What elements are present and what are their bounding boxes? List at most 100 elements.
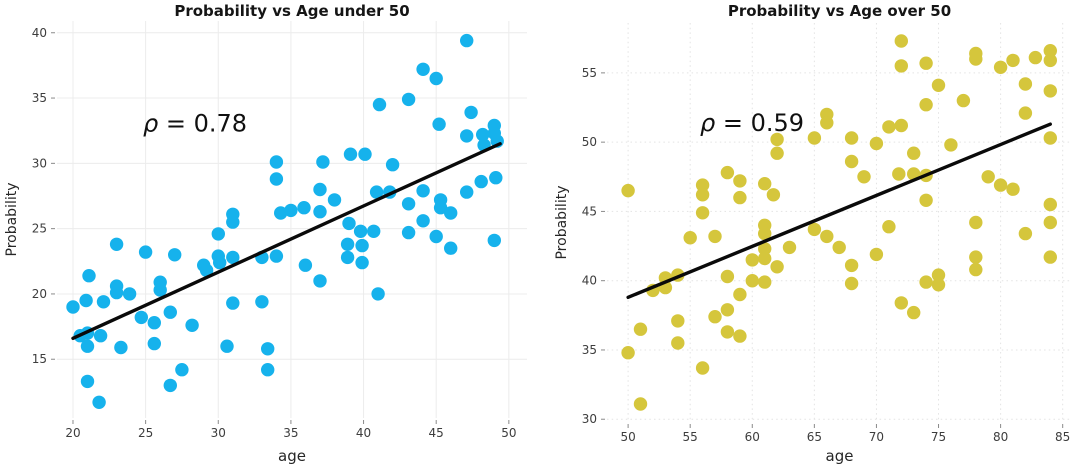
scatter-point xyxy=(807,222,822,237)
axis-ticks: 50 55 60 65 70 75 80 85 30 35 40 45 50 55 xyxy=(582,66,1071,444)
scatter-points xyxy=(66,33,504,409)
scatter-point xyxy=(844,258,859,273)
scatter-point xyxy=(261,363,275,377)
scatter-point xyxy=(1028,50,1043,65)
scatter-point xyxy=(770,132,784,147)
scatter-point xyxy=(327,193,342,207)
scatter-point xyxy=(621,346,635,360)
scatter-point xyxy=(82,269,96,283)
scatter-point xyxy=(894,296,908,310)
scatter-point xyxy=(401,197,416,211)
scatter-point xyxy=(444,206,458,220)
scatter-point xyxy=(372,97,387,112)
rho-value: = 0.59 xyxy=(715,109,804,137)
scatter-point xyxy=(1018,77,1033,91)
rho-symbol: ρ xyxy=(143,109,158,137)
scatter-point xyxy=(298,258,313,272)
scatter-point xyxy=(894,34,908,48)
scatter-point xyxy=(919,98,933,112)
scatter-point xyxy=(80,374,95,389)
scatter-point xyxy=(1006,53,1020,68)
scatter-point xyxy=(316,155,330,169)
y-axis-label: Probability xyxy=(4,182,20,256)
scatter-point xyxy=(385,158,400,172)
panel-title: Probability vs Age over 50 xyxy=(728,2,951,20)
scatter-point xyxy=(820,229,834,244)
scatter-point xyxy=(931,278,946,292)
scatter-point xyxy=(1043,44,1058,58)
scatter-point xyxy=(79,293,93,308)
x-tick-label: 20 xyxy=(65,426,80,440)
y-tick-label: 25 xyxy=(32,222,47,236)
scatter-point xyxy=(956,93,971,108)
scatter-point xyxy=(444,241,458,255)
scatter-point xyxy=(355,255,369,270)
axis-ticks: 20 25 30 35 40 45 50 15 20 25 30 35 40 xyxy=(32,26,517,440)
scatter-point xyxy=(695,178,710,192)
scatter-point xyxy=(981,170,995,184)
scatter-point xyxy=(226,215,240,229)
x-tick-label: 55 xyxy=(683,430,698,444)
x-tick-label: 25 xyxy=(138,426,153,440)
scatter-point xyxy=(919,56,933,70)
scatter-point xyxy=(226,296,240,310)
x-tick-label: 50 xyxy=(620,430,635,444)
scatter-point xyxy=(138,245,153,259)
scatter-point xyxy=(367,224,381,238)
scatter-point xyxy=(297,201,311,215)
scatter-point xyxy=(226,250,240,265)
scatter-point xyxy=(733,174,747,188)
scatter-point xyxy=(147,316,161,330)
x-tick-label: 85 xyxy=(1055,430,1070,444)
y-tick-label: 35 xyxy=(582,343,597,357)
scatter-point xyxy=(134,310,148,325)
scatter-point xyxy=(844,154,859,169)
scatter-point xyxy=(220,339,234,353)
scatter-point xyxy=(460,185,474,199)
rho-annotation: ρ = 0.78 xyxy=(143,109,247,137)
scatter-point xyxy=(993,178,1008,192)
scatter-point xyxy=(770,260,784,274)
scatter-point xyxy=(433,201,448,215)
scatter-point xyxy=(313,274,327,288)
scatter-point xyxy=(857,170,871,184)
scatter-point xyxy=(92,395,106,409)
scatter-point xyxy=(869,136,884,151)
scatter-point xyxy=(720,269,735,284)
scatter-points xyxy=(621,34,1058,411)
scatter-point xyxy=(733,329,747,343)
scatter-point xyxy=(1043,250,1058,264)
y-tick-label: 35 xyxy=(32,91,47,105)
scatter-point xyxy=(401,92,416,107)
scatter-point xyxy=(199,263,214,278)
scatter-point xyxy=(944,138,958,152)
scatter-point xyxy=(261,342,275,356)
scatter-point xyxy=(844,276,859,291)
scatter-point xyxy=(931,78,946,93)
scatter-point xyxy=(708,310,722,324)
scatter-point xyxy=(355,238,369,253)
scatter-point xyxy=(720,303,735,317)
y-tick-label: 30 xyxy=(582,412,597,426)
scatter-point xyxy=(807,131,822,145)
x-tick-label: 70 xyxy=(869,430,884,444)
scatter-point xyxy=(820,116,834,130)
scatter-point xyxy=(122,287,137,301)
x-tick-label: 35 xyxy=(283,426,298,440)
scatter-point xyxy=(758,242,772,256)
scatter-point xyxy=(770,146,784,160)
scatter-point xyxy=(633,322,648,336)
scatter-point xyxy=(185,318,199,332)
scatter-point xyxy=(168,248,182,262)
y-tick-label: 50 xyxy=(582,135,597,149)
scatter-point xyxy=(460,33,474,48)
scatter-point xyxy=(993,60,1008,74)
scatter-point xyxy=(695,188,710,202)
scatter-point xyxy=(907,146,921,160)
scatter-point xyxy=(882,220,896,234)
scatter-point xyxy=(342,216,356,231)
scatter-point xyxy=(211,227,225,241)
x-tick-label: 75 xyxy=(931,430,946,444)
scatter-point xyxy=(844,131,859,145)
